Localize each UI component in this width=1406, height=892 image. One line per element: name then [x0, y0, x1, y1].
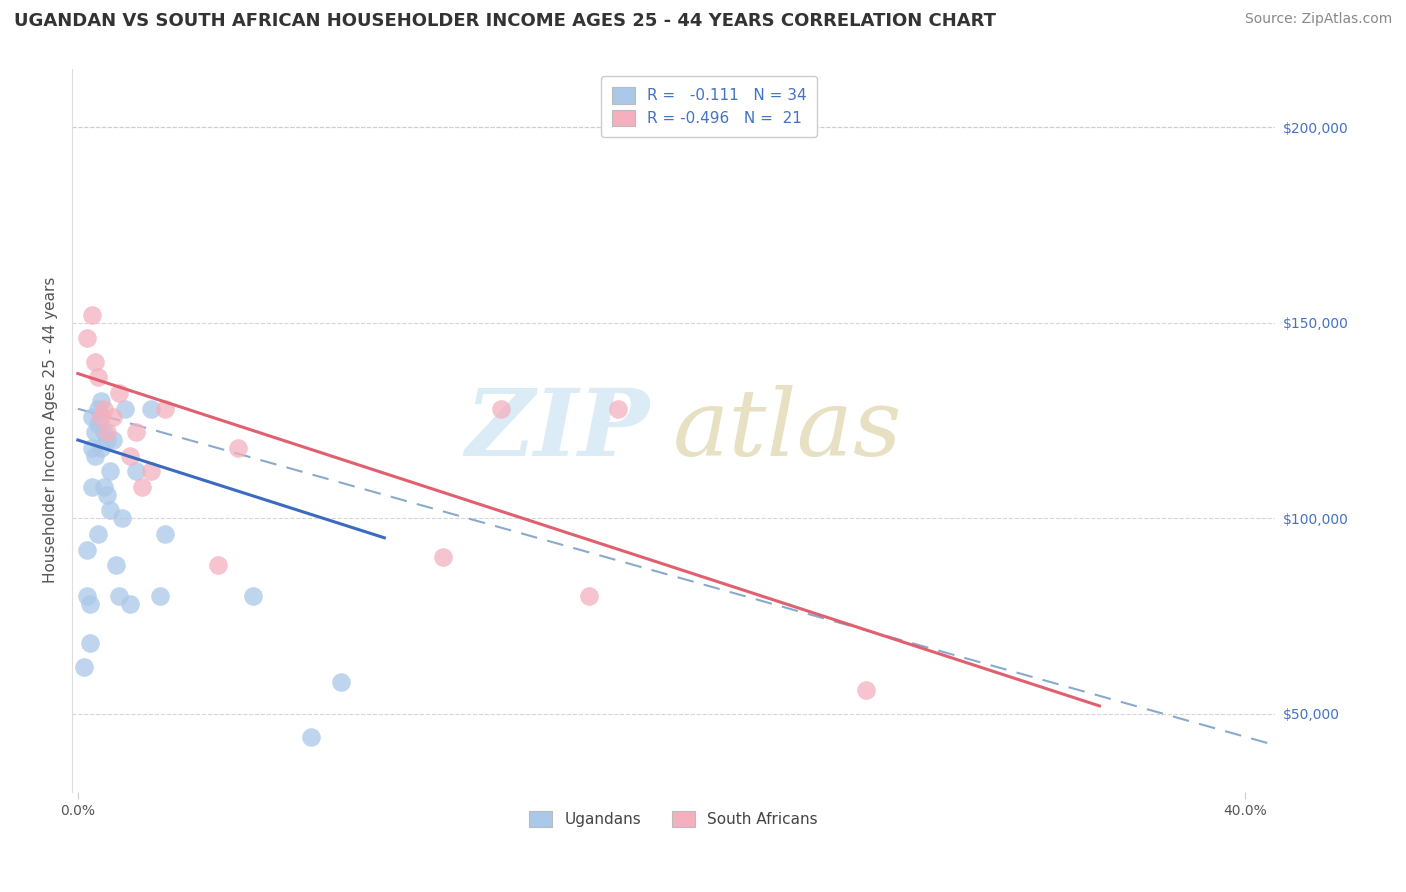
Point: [606, 401, 628, 416]
Point: [87, 417, 110, 432]
Point: [120, 597, 142, 611]
Point: [82, 441, 104, 455]
Point: [79, 597, 101, 611]
Point: [84, 355, 107, 369]
Point: [98, 464, 121, 478]
Point: [96, 433, 118, 447]
Point: [84, 425, 107, 440]
Point: [87, 370, 110, 384]
Point: [73, 660, 96, 674]
Point: [107, 590, 129, 604]
Point: [76, 590, 98, 604]
Point: [101, 409, 124, 424]
Point: [96, 488, 118, 502]
Text: ZIP: ZIP: [465, 385, 650, 475]
Point: [855, 683, 877, 698]
Point: [131, 480, 153, 494]
Point: [139, 401, 162, 416]
Point: [329, 675, 352, 690]
Point: [125, 425, 148, 440]
Point: [84, 449, 107, 463]
Point: [139, 464, 162, 478]
Point: [299, 730, 322, 744]
Point: [87, 527, 110, 541]
Point: [76, 331, 98, 345]
Point: [82, 480, 104, 494]
Point: [120, 449, 142, 463]
Point: [76, 542, 98, 557]
Point: [155, 401, 177, 416]
Point: [96, 425, 118, 440]
Point: [114, 401, 136, 416]
Point: [82, 409, 104, 424]
Point: [87, 401, 110, 416]
Point: [242, 590, 264, 604]
Point: [93, 480, 115, 494]
Point: [93, 401, 115, 416]
Point: [98, 503, 121, 517]
Point: [90, 441, 112, 455]
Point: [90, 393, 112, 408]
Text: UGANDAN VS SOUTH AFRICAN HOUSEHOLDER INCOME AGES 25 - 44 YEARS CORRELATION CHART: UGANDAN VS SOUTH AFRICAN HOUSEHOLDER INC…: [14, 12, 995, 29]
Point: [432, 550, 454, 565]
Point: [82, 308, 104, 322]
Point: [101, 433, 124, 447]
Point: [155, 527, 177, 541]
Point: [104, 558, 127, 573]
Point: [79, 636, 101, 650]
Point: [489, 401, 512, 416]
Point: [111, 511, 134, 525]
Point: [148, 590, 170, 604]
Point: [107, 386, 129, 401]
Point: [578, 590, 600, 604]
Text: Source: ZipAtlas.com: Source: ZipAtlas.com: [1244, 12, 1392, 26]
Point: [125, 464, 148, 478]
Y-axis label: Householder Income Ages 25 - 44 years: Householder Income Ages 25 - 44 years: [44, 277, 58, 583]
Point: [93, 425, 115, 440]
Point: [90, 409, 112, 424]
Point: [207, 558, 229, 573]
Legend: Ugandans, South Africans: Ugandans, South Africans: [522, 803, 825, 835]
Point: [228, 441, 250, 455]
Text: atlas: atlas: [673, 385, 903, 475]
